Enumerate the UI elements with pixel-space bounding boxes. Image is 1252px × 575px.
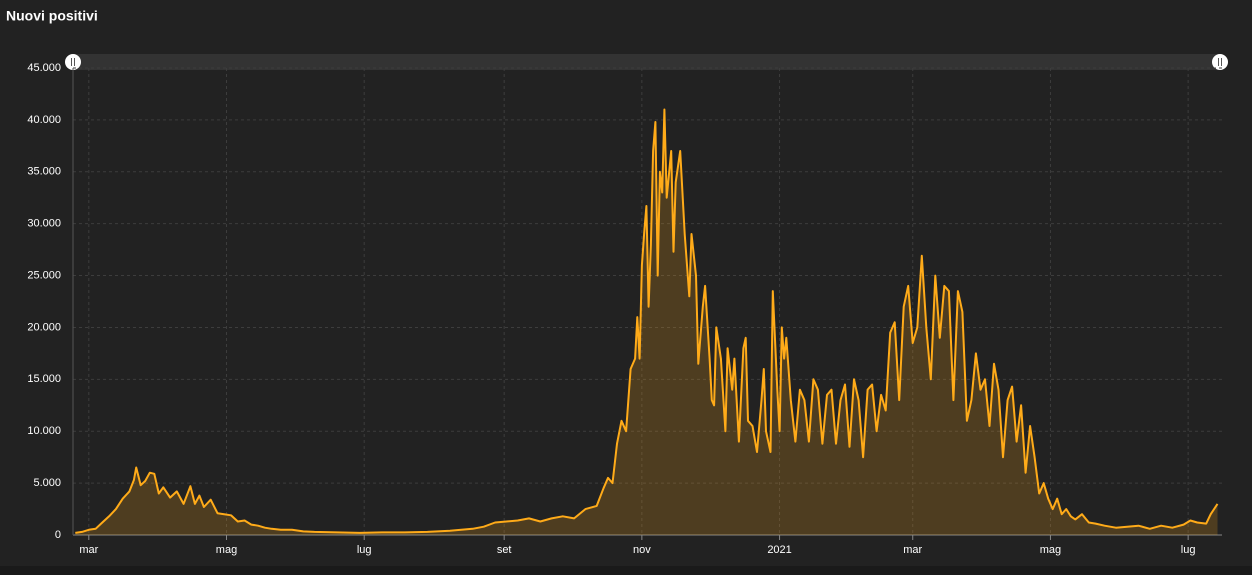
x-tick-label: mar [79, 544, 98, 556]
x-tick-label: nov [633, 544, 651, 556]
y-tick-label: 15.000 [27, 373, 61, 385]
x-tick-label: mag [216, 544, 237, 556]
x-tick-label: mag [1040, 544, 1061, 556]
y-tick-label: 0 [55, 529, 61, 541]
slider-handle-right[interactable] [1212, 54, 1228, 70]
y-tick-label: 35.000 [27, 166, 61, 178]
x-tick-label: lug [1181, 544, 1196, 556]
footer-strip [0, 566, 1252, 575]
y-tick-label: 20.000 [27, 321, 61, 333]
y-tick-label: 25.000 [27, 269, 61, 281]
y-tick-label: 30.000 [27, 218, 61, 230]
chart-title: Nuovi positivi [6, 8, 98, 24]
range-slider[interactable] [73, 54, 1222, 70]
area [75, 109, 1218, 535]
x-tick-label: mar [903, 544, 922, 556]
slider-handle-left[interactable] [65, 54, 81, 70]
y-tick-label: 10.000 [27, 425, 61, 437]
x-tick-label: 2021 [767, 544, 791, 556]
y-tick-label: 5.000 [33, 477, 61, 489]
y-tick-label: 40.000 [27, 114, 61, 126]
x-tick-label: lug [357, 544, 372, 556]
y-tick-label: 45.000 [27, 62, 61, 74]
line [75, 108, 1219, 534]
x-tick-label: set [497, 544, 512, 556]
